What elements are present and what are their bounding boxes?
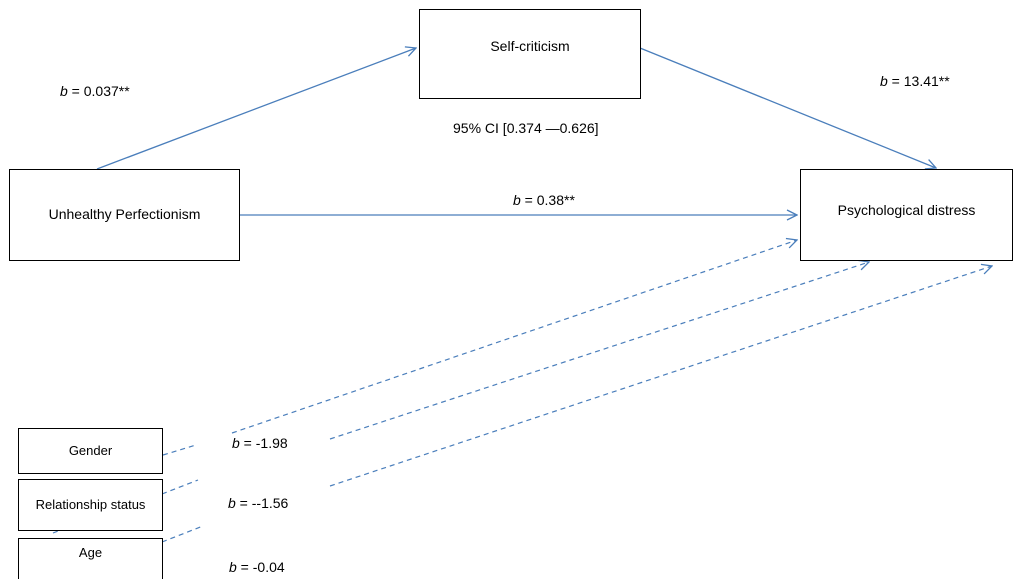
age-coefficient: b = -0.04 [229,560,285,574]
dashed-stub-left [52,529,62,534]
b-path-b-symbol: b [880,73,888,89]
indirect-effect-ci: 95% CI [0.374 —0.626] [453,120,599,136]
gender-coefficient: b = -1.98 [232,436,288,450]
gender-b-symbol: b [232,435,240,451]
c-prime-path-coefficient: b = 0.38** [513,193,575,207]
dashed-arrow-relationship-to-distress [161,262,869,495]
node-gender-label: Gender [68,442,113,458]
arrow-perfectionism-to-self-criticism [96,48,416,170]
relationship-value: = --1.56 [235,495,289,511]
node-age-label: Age [78,545,103,560]
node-self-criticism: Self-criticism [419,9,641,99]
relationship-b-symbol: b [228,495,236,511]
node-age: Age [18,538,163,579]
c-prime-value: = 0.38** [520,192,575,208]
a-path-coefficient: b = 0.037** [60,84,130,98]
b-path-coefficient: b = 13.41** [880,74,950,88]
relationship-coefficient: b = --1.56 [228,496,288,510]
node-unhealthy-perfectionism-label: Unhealthy Perfectionism [48,206,201,223]
a-path-b-symbol: b [60,83,68,99]
node-psychological-distress: Psychological distress [800,169,1013,261]
node-psychological-distress-label: Psychological distress [837,202,976,219]
arrow-self-criticism-to-distress [639,47,936,168]
b-path-value: = 13.41** [887,73,950,89]
node-relationship-status-label: Relationship status [35,496,146,512]
node-gender: Gender [18,428,163,474]
node-self-criticism-label: Self-criticism [490,38,570,54]
gender-value: = -1.98 [239,435,288,451]
a-path-value: = 0.037** [67,83,130,99]
age-b-symbol: b [229,559,237,575]
c-prime-b-symbol: b [513,192,521,208]
node-unhealthy-perfectionism: Unhealthy Perfectionism [9,169,240,261]
age-value: = -0.04 [236,559,285,575]
node-relationship-status: Relationship status [18,479,163,531]
dashed-arrow-gender-to-distress [162,240,797,456]
dashed-arrow-age-to-distress [161,266,992,543]
